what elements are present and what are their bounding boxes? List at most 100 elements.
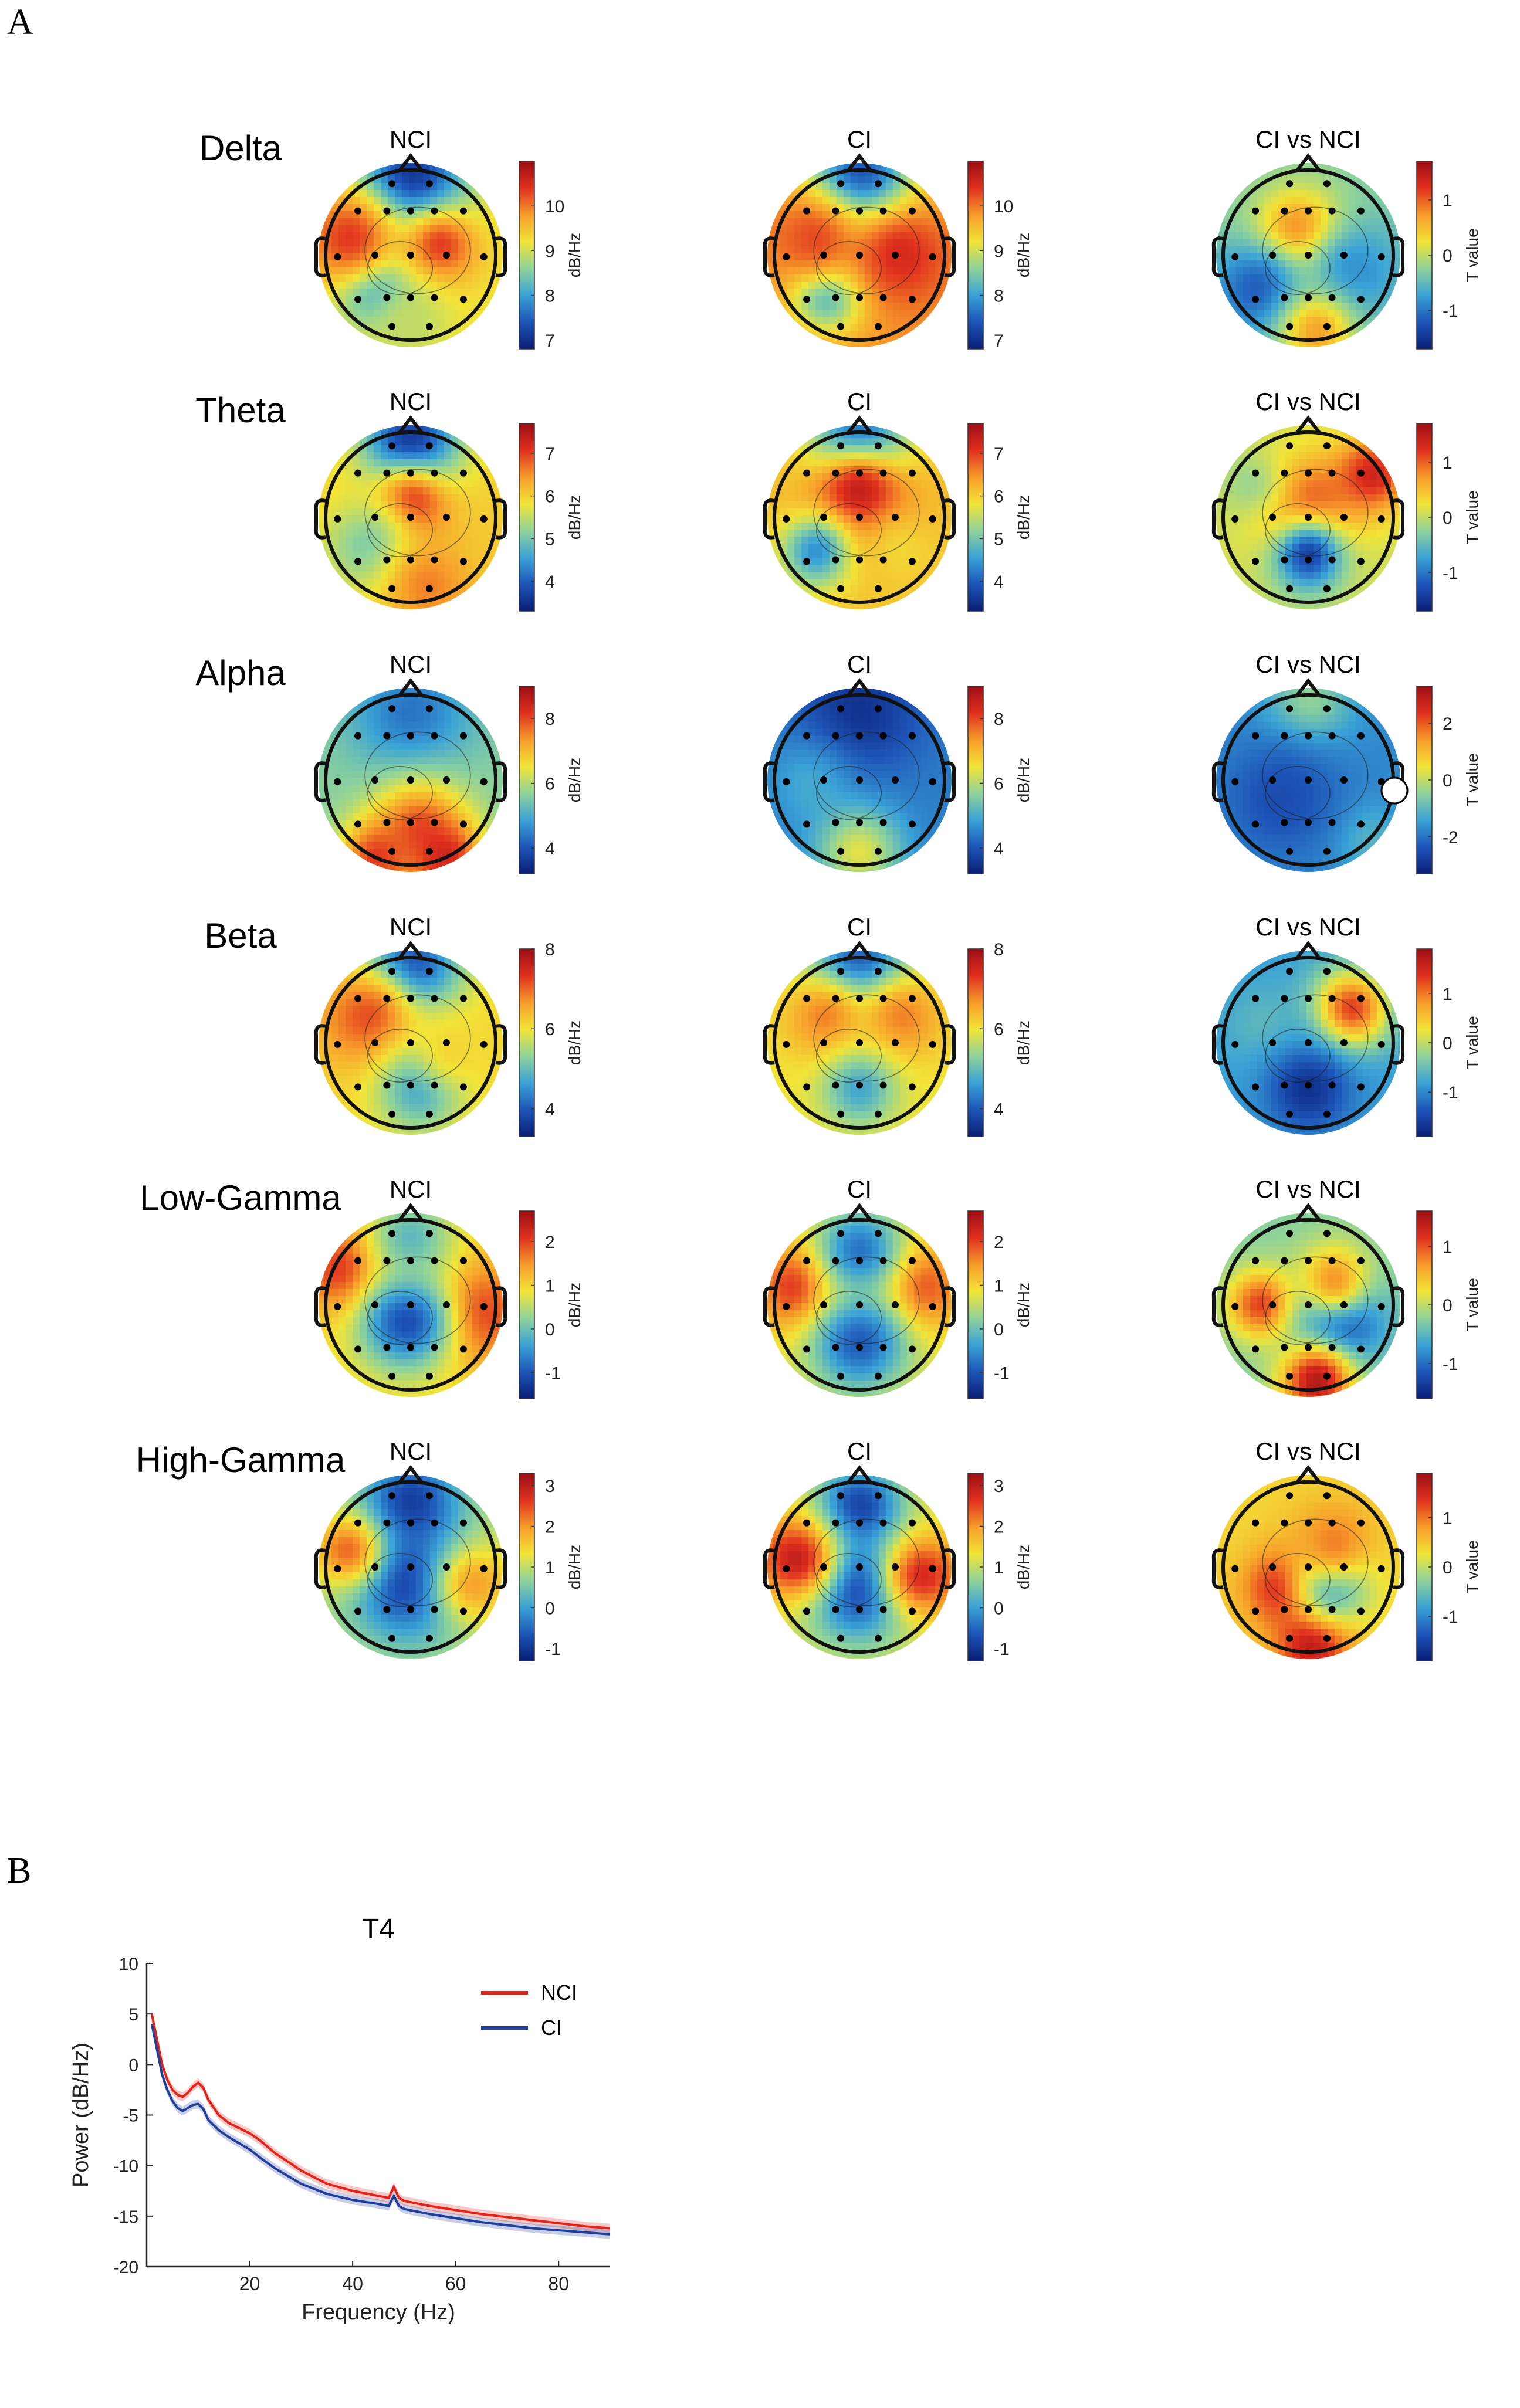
electrode-dot [1286,705,1294,713]
electrode-dot [803,207,811,215]
colorbar-unit-label: T value [1463,228,1481,282]
electrode-dot [1323,442,1331,450]
electrode-dot [832,1344,839,1351]
electrode-dot [1305,1301,1312,1308]
y-tick-label: 5 [128,2005,138,2024]
electrode-dot [371,252,379,259]
electrode-dot [803,1519,811,1527]
colorbar-tick-label: 9 [994,242,1004,261]
colorbar-tick-label: 5 [994,530,1004,549]
electrode-dot [1328,1519,1336,1527]
electrode-dot [1323,847,1331,855]
band-row-theta: Theta NCI 4 5 6 7 dB/Hz CI 4 5 6 7 dB/Hz CI vs NCI -1 0… [195,388,1481,612]
electrode-dot [874,585,882,592]
electrode-dot [1357,820,1365,828]
head-4-2-contour [1262,1256,1369,1344]
electrode-dot [908,558,916,565]
electrode-dot [1323,705,1331,713]
electrode-dot [425,847,433,855]
electrode-dot [425,1372,433,1380]
electrode-dot [837,1634,845,1642]
electrode-dot [1340,776,1348,784]
electrode-dot [354,1257,362,1264]
y-tick-label: -10 [113,2157,138,2176]
band-label: Theta [195,391,286,430]
electrode-dot [820,514,828,521]
electrode-dot [425,1230,433,1237]
electrode-dot [425,585,433,592]
electrode-dot [837,1110,845,1118]
electrode-dot [803,469,811,477]
electrode-dot [832,556,839,564]
electrode-dot [431,1081,438,1089]
electrode-dot [1286,1230,1294,1237]
head-outline [1221,1218,1395,1392]
electrode-dot [1281,556,1288,564]
colorbar-tick-label: -1 [994,1640,1010,1659]
colorbar-tick-label: 10 [994,197,1013,216]
electrode-dot [431,995,438,1002]
nose [397,678,424,697]
colorbar-tick-label: 2 [1443,714,1453,734]
right-ear [944,1024,956,1065]
electrode-dot [1281,819,1288,826]
electrode-dot [407,252,414,259]
nose [846,415,873,435]
electrode-dot [874,1110,882,1118]
left-ear [314,761,326,802]
head-2-2 [1211,678,1405,872]
colorbar-tick-label: 1 [1443,1237,1453,1257]
electrode-dot [1252,558,1260,565]
electrode-dot [1281,1081,1288,1089]
colorbar-tick-label: 1 [994,1277,1004,1296]
electrode-dot [431,207,438,215]
electrode-dot [879,819,887,826]
electrode-dot [1281,1519,1288,1527]
electrode-dot [407,469,414,477]
colorbar-unit-label: dB/Hz [1014,233,1032,277]
electrode-dot [480,1040,488,1048]
electrode-dot [371,514,379,521]
head-2-0 [314,678,507,872]
colorbar-tick-label: -1 [994,1364,1010,1383]
legend-label-nci: NCI [541,1980,577,2005]
electrode-dot [1286,968,1294,975]
head-5-2-contour [1265,1553,1331,1607]
head-outline [324,956,497,1130]
electrode-dot [874,323,882,330]
electrode-dot [1286,323,1294,330]
right-ear [944,236,956,277]
y-tick-label: -5 [123,2107,138,2126]
colorbar-tick-label: 1 [994,1558,1004,1578]
head-outline [773,1480,946,1654]
electrode-dot [1231,1303,1239,1310]
head-5-2 [1211,1465,1405,1659]
electrode-dot [383,207,391,215]
colorbar: -1 0 1 T value [1416,1473,1481,1661]
head-1-0-contour [367,503,433,557]
electrode-dot [407,1344,414,1351]
electrode-dot [1323,968,1331,975]
head-5-1-contour [813,1518,920,1606]
band-label: Delta [199,128,282,168]
colorbar-unit-label: dB/Hz [566,495,584,540]
band-label: Beta [204,916,277,955]
electrode-dot [354,1607,362,1615]
electrode-dot [1231,1565,1239,1572]
electrode-dot [803,558,811,565]
electrode-dot [856,207,863,215]
psd-chart-t4: T4 10 5 0 -5 -10 -15 -20 20 40 60 80 Frequency (Hz) P… [69,1914,611,2325]
colorbar: -1 0 1 T value [1416,948,1481,1137]
electrode-dot [908,1083,916,1091]
colorbar-tick-label: 0 [1443,1034,1453,1053]
electrode-dot [425,1492,433,1500]
electrode-dot [1328,1081,1336,1089]
electrode-dot [803,1345,811,1353]
colorbar-unit-label: dB/Hz [1014,1020,1032,1065]
electrode-dot [371,776,379,784]
electrode-dot [388,1110,396,1118]
electrode-dot [480,253,488,260]
